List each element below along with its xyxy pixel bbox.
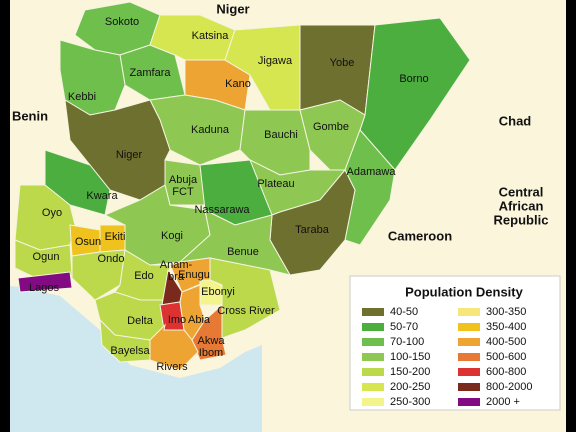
legend-swatch [458, 323, 480, 331]
state-label: Rivers [156, 361, 188, 373]
legend-label: 300-350 [486, 306, 526, 318]
legend-swatch [362, 353, 384, 361]
legend-label: 50-70 [390, 321, 418, 333]
state-label: Sokoto [105, 16, 139, 28]
legend-label: 500-600 [486, 351, 526, 363]
state-label: Edo [134, 270, 154, 282]
state-label: Gombe [313, 121, 349, 133]
ocean [0, 285, 262, 432]
state-label: Adamawa [347, 166, 397, 178]
state-label: Cross River [217, 305, 275, 317]
state-label: Ogun [33, 251, 60, 263]
states [14, 1, 471, 371]
state-label: Bauchi [264, 129, 298, 141]
legend-label: 70-100 [390, 336, 424, 348]
state-label: Kogi [161, 230, 183, 242]
state [164, 159, 206, 206]
legend-swatch [362, 368, 384, 376]
state-label: Borno [399, 73, 428, 85]
state [209, 257, 281, 339]
legend-label: 400-500 [486, 336, 526, 348]
legend-swatch [362, 338, 384, 346]
legend-label: 350-400 [486, 321, 526, 333]
state-label: Ebonyi [201, 286, 235, 298]
country-label: Chad [499, 113, 532, 128]
legend-label: 200-250 [390, 381, 430, 393]
legend-swatch [458, 353, 480, 361]
right-border [566, 0, 576, 432]
country-label: Benin [12, 108, 48, 123]
legend-swatch [362, 323, 384, 331]
state-label: FCT [172, 186, 194, 198]
state-label: Abia [188, 314, 211, 326]
legend-swatch [458, 383, 480, 391]
legend-label: 2000 + [486, 396, 520, 408]
legend-swatch [458, 338, 480, 346]
state-label: Kano [225, 78, 251, 90]
state-label: Oyo [42, 207, 62, 219]
state-label: Delta [127, 315, 154, 327]
legend-swatch [458, 308, 480, 316]
state-label: Jigawa [258, 55, 293, 67]
country-label: Niger [216, 1, 249, 16]
state-label: Niger [116, 149, 143, 161]
state-label: Ibom [199, 347, 223, 359]
state-label: Yobe [330, 57, 355, 69]
state-label: Kaduna [191, 124, 230, 136]
legend-swatch [362, 308, 384, 316]
legend-label: 800-2000 [486, 381, 533, 393]
country-label: Cameroon [388, 228, 452, 243]
state-label: Akwa [198, 335, 226, 347]
country-label: Central [499, 184, 544, 199]
state [149, 323, 199, 371]
state [191, 303, 227, 361]
legend-label: 100-150 [390, 351, 430, 363]
state-label: bra [168, 271, 185, 283]
legend-label: 150-200 [390, 366, 430, 378]
state-label: Imo [168, 314, 186, 326]
legend-swatch [458, 398, 480, 406]
legend-label: 40-50 [390, 306, 418, 318]
state-label: Osun [75, 236, 101, 248]
country-label: Republic [494, 212, 549, 227]
state-label: Nassarawa [194, 204, 250, 216]
state-label: Ondo [98, 253, 125, 265]
state-label: Benue [227, 246, 259, 258]
legend-label: 250-300 [390, 396, 430, 408]
state-label: Ekiti [105, 231, 126, 243]
state-label: Plateau [257, 178, 294, 190]
state-label: Zamfara [130, 67, 172, 79]
legend-swatch [362, 398, 384, 406]
state-label: Bayelsa [110, 345, 150, 357]
state-label: Abuja [169, 174, 198, 186]
state-label: Kwara [86, 190, 118, 202]
legend-swatch [458, 368, 480, 376]
state-label: Lagos [29, 282, 59, 294]
state [99, 318, 151, 363]
state-label: Kebbi [68, 91, 96, 103]
legend-label: 600-800 [486, 366, 526, 378]
state-label: Enugu [178, 269, 210, 281]
country-label: African [499, 198, 544, 213]
legend-box [349, 275, 561, 411]
legend-title: Population Density [405, 284, 524, 299]
state-label: Anam- [160, 259, 193, 271]
state [17, 271, 73, 293]
state-label: Taraba [295, 224, 330, 236]
labels: Sokoto Zamfara Kebbi Katsina Kano Jigawa Yobe B… [12, 1, 549, 372]
left-border [0, 0, 10, 432]
legend-swatch [362, 383, 384, 391]
state-label: Katsina [192, 30, 230, 42]
